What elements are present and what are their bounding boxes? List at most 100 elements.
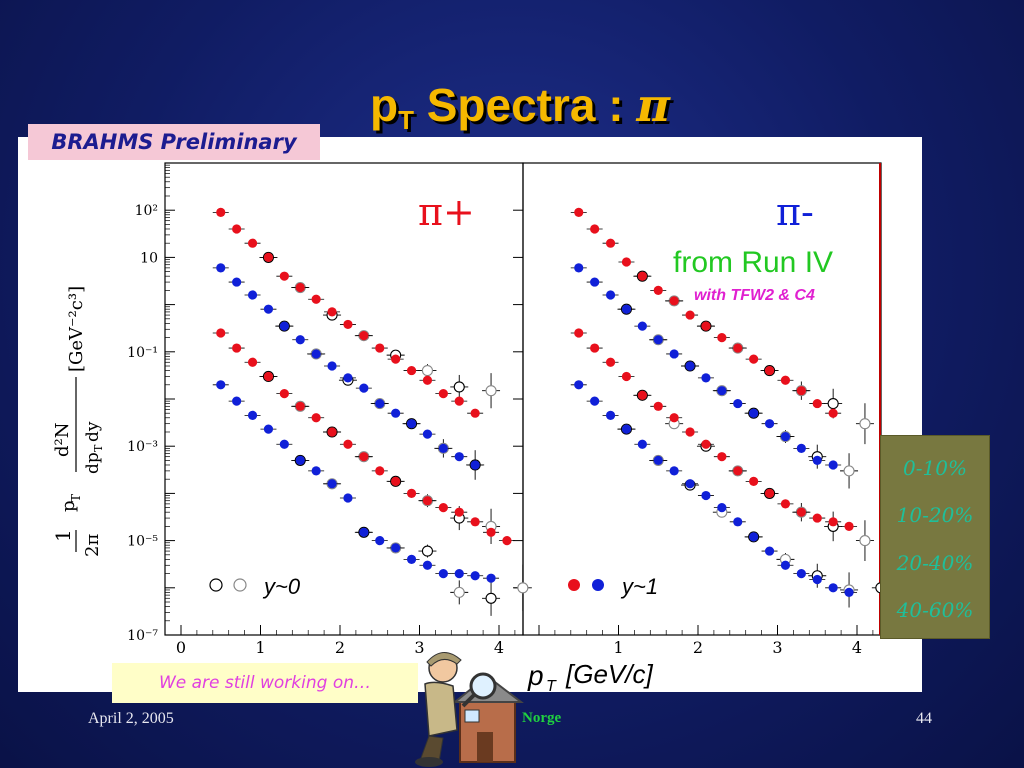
y-tick-label: 10⁻⁷ (127, 628, 158, 644)
closed-data-point (653, 285, 663, 295)
work-in-progress-note: We are still working on… (112, 663, 418, 703)
closed-data-point (621, 257, 632, 267)
closed-data-point (216, 263, 226, 273)
y-tick-label: 10⁻⁵ (127, 534, 158, 550)
closed-data-point (590, 396, 600, 406)
y-tick-label: 10² (135, 203, 158, 219)
closed-data-point (391, 476, 401, 486)
closed-data-point (247, 290, 258, 300)
closed-data-point (454, 568, 464, 579)
legend-y0-open-marker-1 (209, 578, 223, 592)
closed-data-point (486, 527, 496, 537)
closed-data-point (733, 517, 743, 527)
closed-data-point (343, 373, 353, 383)
closed-data-point (828, 408, 838, 418)
svg-text:1: 1 (51, 529, 75, 542)
closed-data-point (764, 419, 775, 429)
run-iv-annotation: from Run IV (673, 246, 833, 279)
closed-data-point (470, 408, 480, 418)
closed-data-point (263, 252, 274, 262)
svg-text:dp: dp (83, 452, 103, 474)
closed-data-point (605, 410, 616, 420)
closed-data-point (653, 401, 663, 411)
closed-data-point (701, 439, 711, 449)
centrality-20-40: 20-40% (896, 551, 974, 575)
closed-data-point (764, 488, 775, 498)
closed-data-point (733, 398, 743, 409)
closed-data-point (717, 452, 727, 462)
svg-text:p: p (527, 660, 544, 691)
closed-data-point (701, 373, 711, 383)
closed-data-point (669, 296, 679, 306)
open-data-point (517, 582, 529, 594)
x-tick-label: 2 (335, 638, 345, 657)
open-data-point (843, 465, 855, 477)
legend-y1-red-marker (568, 579, 580, 591)
closed-data-point (685, 427, 695, 437)
closed-data-point (232, 277, 242, 287)
closed-data-point (247, 238, 258, 248)
closed-data-point (844, 587, 854, 597)
closed-data-point (263, 371, 274, 382)
closed-data-point (796, 507, 806, 517)
closed-data-point (422, 496, 433, 506)
closed-data-point (486, 573, 496, 583)
closed-data-point (422, 375, 433, 385)
x-tick-label: 1 (255, 638, 265, 657)
svg-text:[GeV⁻²c³]: [GeV⁻²c³] (66, 286, 87, 372)
svg-text:[GeV/c]: [GeV/c] (565, 659, 653, 689)
closed-data-point (574, 380, 584, 390)
closed-data-point (780, 560, 791, 570)
x-tick-label: 4 (494, 638, 504, 657)
closed-data-point (406, 554, 417, 564)
closed-data-point (717, 503, 727, 513)
closed-data-point (717, 332, 727, 343)
closed-data-point (828, 517, 838, 527)
closed-data-point (295, 282, 305, 293)
closed-data-point (796, 443, 806, 453)
closed-data-point (232, 343, 242, 353)
closed-data-point (311, 349, 321, 359)
closed-data-point (470, 571, 480, 581)
closed-data-point (391, 354, 401, 364)
y-tick-label: 10 (140, 250, 158, 266)
legend-y1-text: y~1 (620, 574, 658, 599)
legend-y1: y~1 (568, 574, 658, 599)
closed-data-point (327, 427, 337, 437)
title-text: Spectra : (413, 79, 637, 131)
closed-data-point (590, 343, 600, 353)
closed-data-point (717, 386, 727, 396)
closed-data-point (828, 460, 838, 470)
closed-data-point (359, 331, 369, 341)
x-tick-label: 3 (772, 638, 782, 657)
svg-text:T: T (69, 494, 83, 502)
closed-data-point (406, 365, 417, 376)
closed-data-point (621, 371, 632, 382)
closed-data-point (311, 413, 321, 423)
closed-data-point (796, 568, 806, 579)
closed-data-point (343, 319, 353, 330)
x-tick-label: 1 (613, 638, 623, 657)
closed-data-point (375, 343, 385, 353)
closed-data-point (828, 583, 838, 593)
closed-data-point (605, 238, 616, 248)
y-axis-label: 1 2π p T d²N dp T dy [GeV⁻²c³] (51, 286, 105, 557)
closed-data-point (749, 408, 759, 418)
plot-panel: 10² 10 10⁻¹ 10⁻³ 10⁻⁵ 10⁻⁷ 0 1 2 3 4 1 2 3 4 1 2π p T … (18, 137, 922, 692)
closed-data-point (438, 389, 448, 399)
open-data-point (859, 535, 871, 547)
svg-text:d²N: d²N (52, 423, 73, 458)
open-data-point (453, 381, 465, 393)
closed-data-point (637, 439, 647, 449)
closed-data-point (263, 424, 274, 434)
page-number: 44 (916, 710, 932, 727)
title-subscript: T (398, 105, 414, 135)
closed-data-point (375, 466, 385, 476)
closed-data-point (637, 390, 647, 400)
closed-data-point (454, 452, 464, 462)
closed-data-point (669, 413, 679, 423)
closed-data-point (391, 408, 401, 418)
tfw2-annotation: with TFW2 & C4 (694, 287, 815, 304)
closed-data-point (621, 304, 632, 314)
closed-data-point (574, 328, 584, 338)
